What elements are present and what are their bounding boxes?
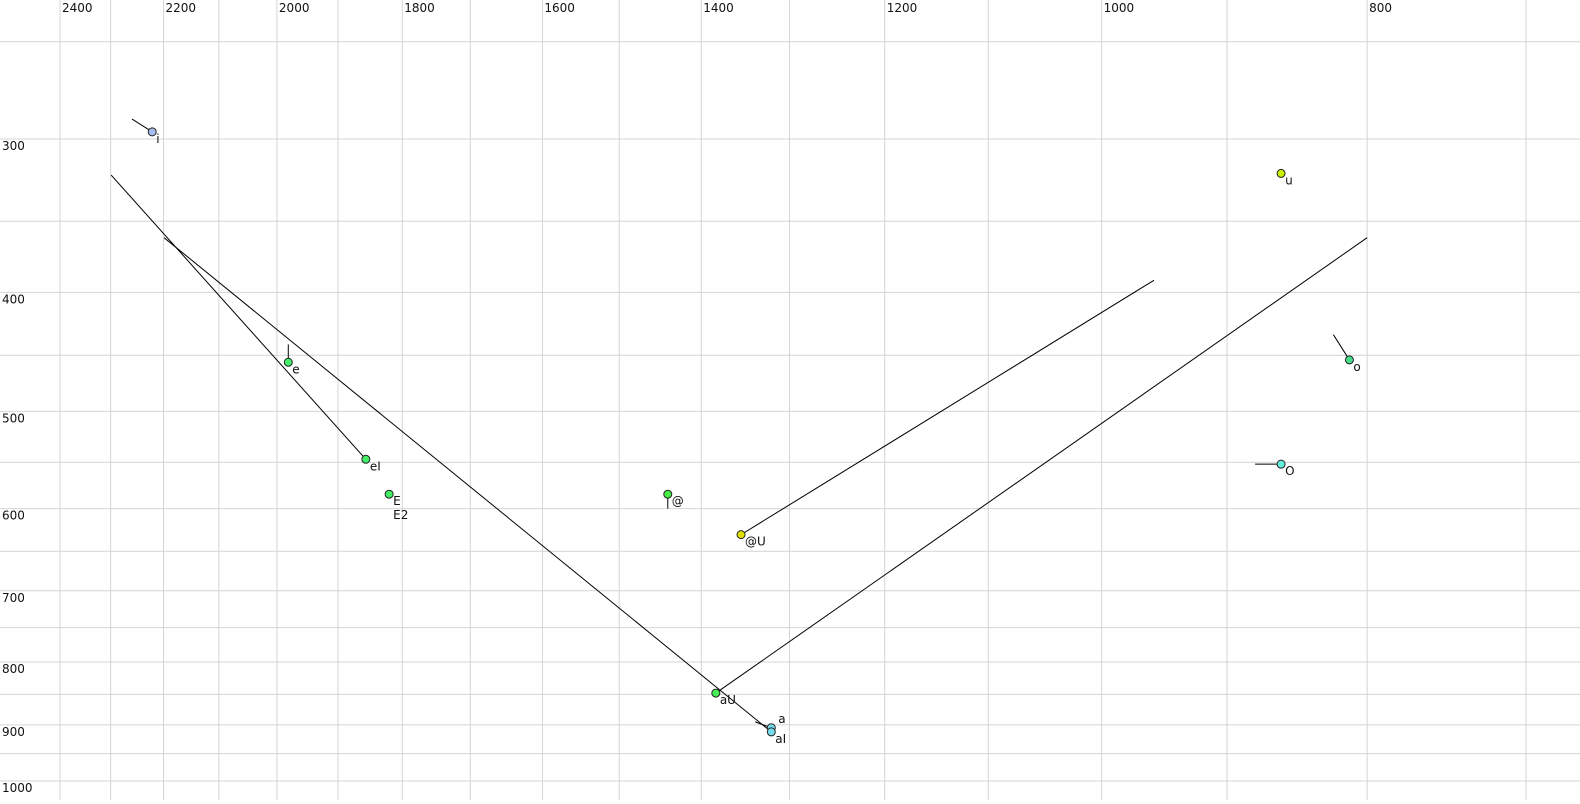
point-label: aU: [720, 693, 736, 707]
point-label: @: [672, 494, 684, 508]
data-point: [147, 127, 157, 137]
x-tick-label: 1800: [404, 1, 435, 15]
point-label: u: [1285, 173, 1293, 187]
y-tick-label: 800: [2, 662, 25, 676]
point-label: eI: [370, 459, 381, 473]
x-tick-label: 1400: [703, 1, 734, 15]
tick-labels: 2400 2200 2000 1800 1600 1400 1200 1000 800 300 40…: [2, 1, 1392, 795]
point-label: i: [156, 132, 159, 146]
data-point: [1276, 168, 1286, 178]
point-label: E2: [393, 508, 408, 522]
point-label: e: [292, 362, 299, 376]
y-tick-label: 600: [2, 509, 25, 523]
x-tick-label: 2400: [62, 1, 93, 15]
y-tick-label: 1000: [2, 781, 33, 795]
y-tick-label: 400: [2, 292, 25, 306]
data-point: [1344, 355, 1354, 365]
trajectory-line: [715, 237, 1368, 694]
point-label: E: [393, 494, 401, 508]
y-tick-label: 700: [2, 591, 25, 605]
x-tick-label: 1000: [1104, 1, 1135, 15]
y-tick-label: 900: [2, 725, 25, 739]
y-tick-label: 500: [2, 411, 25, 425]
trajectories: [110, 118, 1368, 733]
data-point: [736, 530, 746, 540]
trajectory-line: [163, 237, 772, 733]
point-label: aI: [775, 732, 786, 746]
data-point: [711, 688, 721, 698]
x-tick-label: 2200: [166, 1, 197, 15]
data-point: [766, 727, 776, 737]
point-label: O: [1285, 464, 1294, 478]
point-label: a: [778, 712, 785, 726]
data-point: [663, 489, 673, 499]
data-point: [283, 357, 293, 367]
data-point: [1276, 459, 1286, 469]
y-tick-label: 300: [2, 139, 25, 153]
trajectory-line: [110, 174, 367, 460]
data-point: [384, 489, 394, 499]
trajectory-line: [1332, 334, 1350, 361]
data-point: [361, 454, 371, 464]
x-tick-label: 1200: [887, 1, 918, 15]
point-label: o: [1353, 360, 1360, 374]
x-tick-label: 1600: [544, 1, 575, 15]
x-tick-label: 2000: [279, 1, 310, 15]
point-label: @U: [745, 535, 766, 549]
x-tick-label: 800: [1369, 1, 1392, 15]
trajectory-line: [740, 279, 1155, 536]
data-points: i u e eI EE2 @ @U aU a aI o O: [147, 127, 1361, 746]
